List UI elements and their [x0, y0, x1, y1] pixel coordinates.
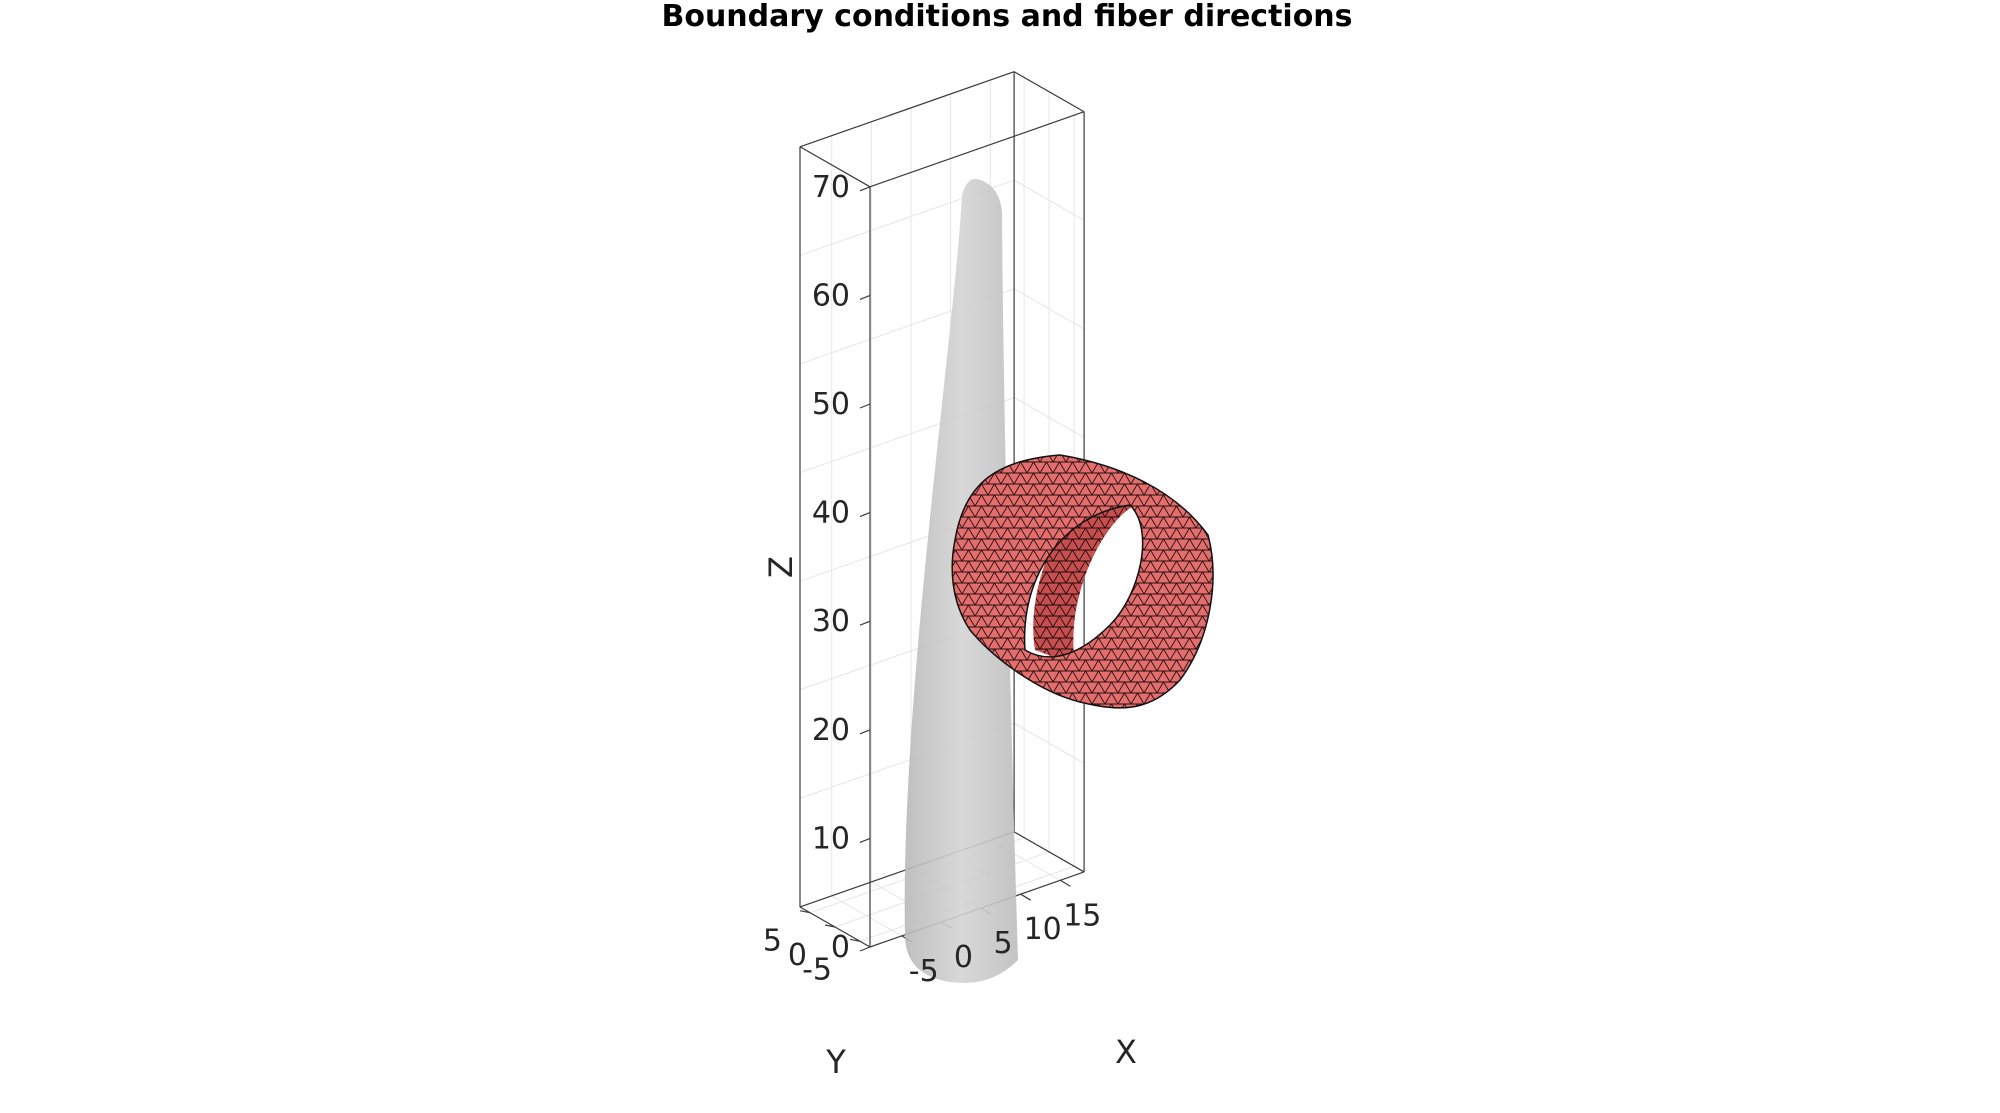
z-tick-mark [859, 294, 871, 300]
chart-title: Boundary conditions and fiber directions [661, 0, 1352, 34]
x-tick-label: 5 [993, 926, 1012, 961]
z-tick-label: 20 [812, 713, 850, 748]
z-tick-mark [859, 512, 871, 518]
x-tick-label: 15 [1063, 898, 1101, 933]
meshed-ring [951, 454, 1214, 709]
z-tick-mark [859, 186, 871, 192]
z-tick-label: 50 [812, 387, 850, 422]
grid-line-z-side [1013, 397, 1085, 438]
x-tick-mark [1060, 879, 1071, 887]
grid-line-z-side [1013, 722, 1085, 764]
y-tick-label: 5 [763, 924, 782, 959]
y-tick-mark [849, 938, 861, 942]
z-tick-mark [859, 946, 871, 952]
x-axis-label: X [1115, 1033, 1137, 1071]
axes-box-edge [1013, 71, 1085, 113]
axes-box-edge [1013, 831, 1085, 873]
x-tick-label: 0 [954, 940, 973, 975]
grid-line-z-side [1013, 179, 1085, 221]
x-tick-label: -5 [909, 954, 939, 989]
z-tick-label: 70 [812, 170, 850, 205]
z-tick-mark [859, 403, 871, 409]
axes-box-edge [799, 146, 871, 188]
z-tick-mark [859, 729, 871, 735]
y-axis-label: Y [825, 1043, 846, 1081]
z-tick-mark [859, 620, 871, 626]
z-axis-label: Z [762, 556, 800, 578]
z-tick-label: 60 [812, 278, 850, 313]
y-tick-label: 0 [788, 938, 807, 973]
axes-box-edge [799, 71, 1015, 148]
y-tick-mark [799, 910, 811, 914]
x-tick-mark [1020, 893, 1031, 901]
y-tick-label: -5 [802, 952, 832, 987]
grid-line-z-side [1013, 288, 1085, 330]
z-tick-label: 10 [812, 821, 850, 856]
z-tick-mark [859, 837, 871, 843]
z-tick-label: 40 [812, 496, 850, 531]
ring-outer-band [951, 454, 1214, 709]
z-tick-label: 30 [812, 604, 850, 639]
axes-box-edge [869, 111, 1085, 188]
x-tick-label: 10 [1024, 912, 1062, 947]
z-tick-label: 0 [831, 930, 850, 965]
y-tick-mark [824, 924, 836, 928]
